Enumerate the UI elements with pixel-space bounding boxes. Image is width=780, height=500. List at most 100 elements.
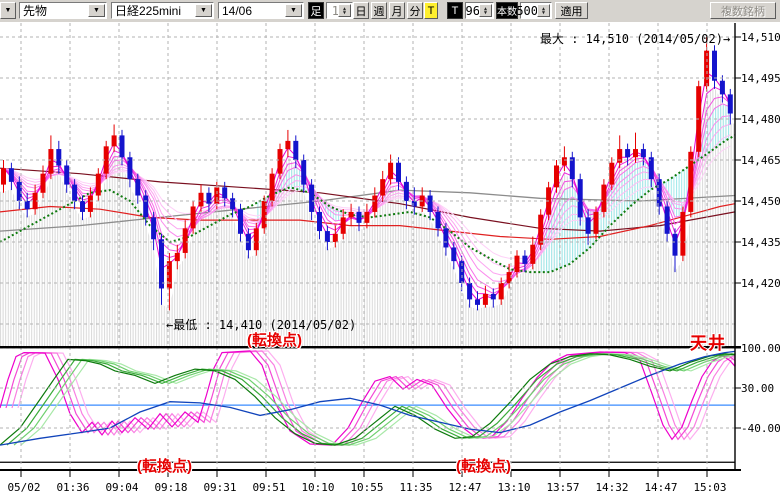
period-button-3[interactable]: 月 [389,2,405,19]
candle-down [569,157,575,180]
candle-up [214,187,220,204]
candle-down [577,179,583,218]
price-panel [0,37,736,346]
osc-rci-green [0,353,736,446]
price-axis-label: 14,495 [741,72,780,85]
candle-down [127,157,133,180]
interval-spinner[interactable]: 1 ▲ ▼ [326,2,353,19]
period-button-4[interactable]: 分 [407,2,423,19]
candle-up [617,149,623,163]
candle-down [119,135,125,158]
contract-month-value: 14/06 [222,3,253,18]
time-axis-label: 10:55 [350,481,384,494]
bottom-axis-line [0,469,741,471]
candle-down [443,228,449,248]
candle-up [561,157,567,166]
candle-down [206,192,212,204]
time-axis-label: 09:18 [154,481,188,494]
candle-down [490,293,496,300]
candle-down [625,149,631,158]
period-button-2[interactable]: 週 [371,2,387,19]
spinner-updown-icon[interactable]: ▲ ▼ [479,4,492,17]
price-axis-label: 14,435 [741,236,780,249]
turning-point-annotation-2: (転換点) [137,458,192,475]
osc-rci-green [6,353,736,446]
price-axis-label: 14,420 [741,277,780,290]
symbol-select[interactable]: 日経225mini ▼ [111,2,214,19]
time-axis-label: 14:32 [595,481,629,494]
candle-down [135,179,141,196]
candle-up [482,293,488,305]
spinner-updown-icon[interactable]: ▲ ▼ [338,4,351,17]
candle-up [348,211,354,218]
spinner-updown-icon[interactable]: ▲ ▼ [537,4,550,17]
chevron-down-icon[interactable]: ▼ [88,4,105,17]
candle-down [427,195,433,212]
candle-up [554,165,559,188]
max-price-annotation: 最大 : 14,510 (2014/05/02)→ [540,32,731,46]
candle-down [301,160,307,185]
candle-up [285,140,291,150]
candle-up [498,283,504,300]
honsu-label: 本数 [496,2,518,19]
candle-down [143,195,149,218]
apply-button[interactable]: 適用 [555,2,588,19]
candle-up [166,261,172,289]
candle-up [601,184,607,212]
time-axis-label: 09:04 [105,481,139,494]
time-axis-label: 05/02 [7,481,41,494]
osc-axis-label: 100.00 [741,342,780,355]
osc-rci-green [13,352,736,446]
candle-down [16,181,22,201]
candle-up [277,149,283,174]
candle-down [522,255,528,264]
tick-toggle-yellow[interactable]: T [424,2,438,19]
candle-down [640,149,646,158]
tick-count-spinner[interactable]: 96 ▲ ▼ [465,2,494,19]
ma-line-green-dotted [0,134,736,274]
ceiling-annotation: 天井 [690,334,726,353]
candle-down [664,206,670,234]
candle-up [111,135,117,147]
osc-rci-green [20,352,736,446]
osc-axis-label: 30.00 [741,382,775,395]
candle-up [269,173,275,201]
panel-separator [0,346,741,349]
candle-up [253,228,259,251]
candle-down [435,211,441,229]
ma-line-maroon [0,167,736,232]
price-axis-label: 14,510 [741,31,780,44]
candle-down [451,247,457,262]
price-axis-label: 14,450 [741,195,780,208]
candle-up [530,244,536,264]
osc-axis-label: -40.00 [741,422,780,435]
chevron-down-icon[interactable]: ▼ [195,4,212,17]
candle-up [372,195,378,212]
time-axis-label: 12:47 [448,481,482,494]
bar-count-spinner[interactable]: 500 ▲ ▼ [516,2,552,19]
candle-down [648,157,654,180]
candle-down [317,211,322,232]
chevron-down-icon[interactable]: ▼ [285,4,302,17]
tick-count-value: 96 [465,3,480,18]
ashi-label: 足 [308,2,324,19]
candle-down [656,179,662,207]
candle-down [672,233,678,256]
period-button-1[interactable]: 日 [353,2,369,19]
candle-down [467,283,473,300]
candle-up [633,149,638,158]
candle-down [56,149,62,166]
category-select[interactable]: 先物 ▼ [19,2,107,19]
candle-up [364,211,370,223]
time-axis-label: 09:31 [203,481,237,494]
tick-toggle-black[interactable]: T [447,2,463,19]
candle-up [680,211,686,256]
candle-down [159,239,164,289]
mini-dropdown-button[interactable]: ▼ [0,2,16,19]
contract-month-select[interactable]: 14/06 ▼ [218,2,304,19]
candle-down [712,50,717,81]
multi-symbol-button[interactable]: 複数銘柄 [710,2,776,19]
category-select-value: 先物 [23,4,48,18]
candle-down [8,168,14,182]
